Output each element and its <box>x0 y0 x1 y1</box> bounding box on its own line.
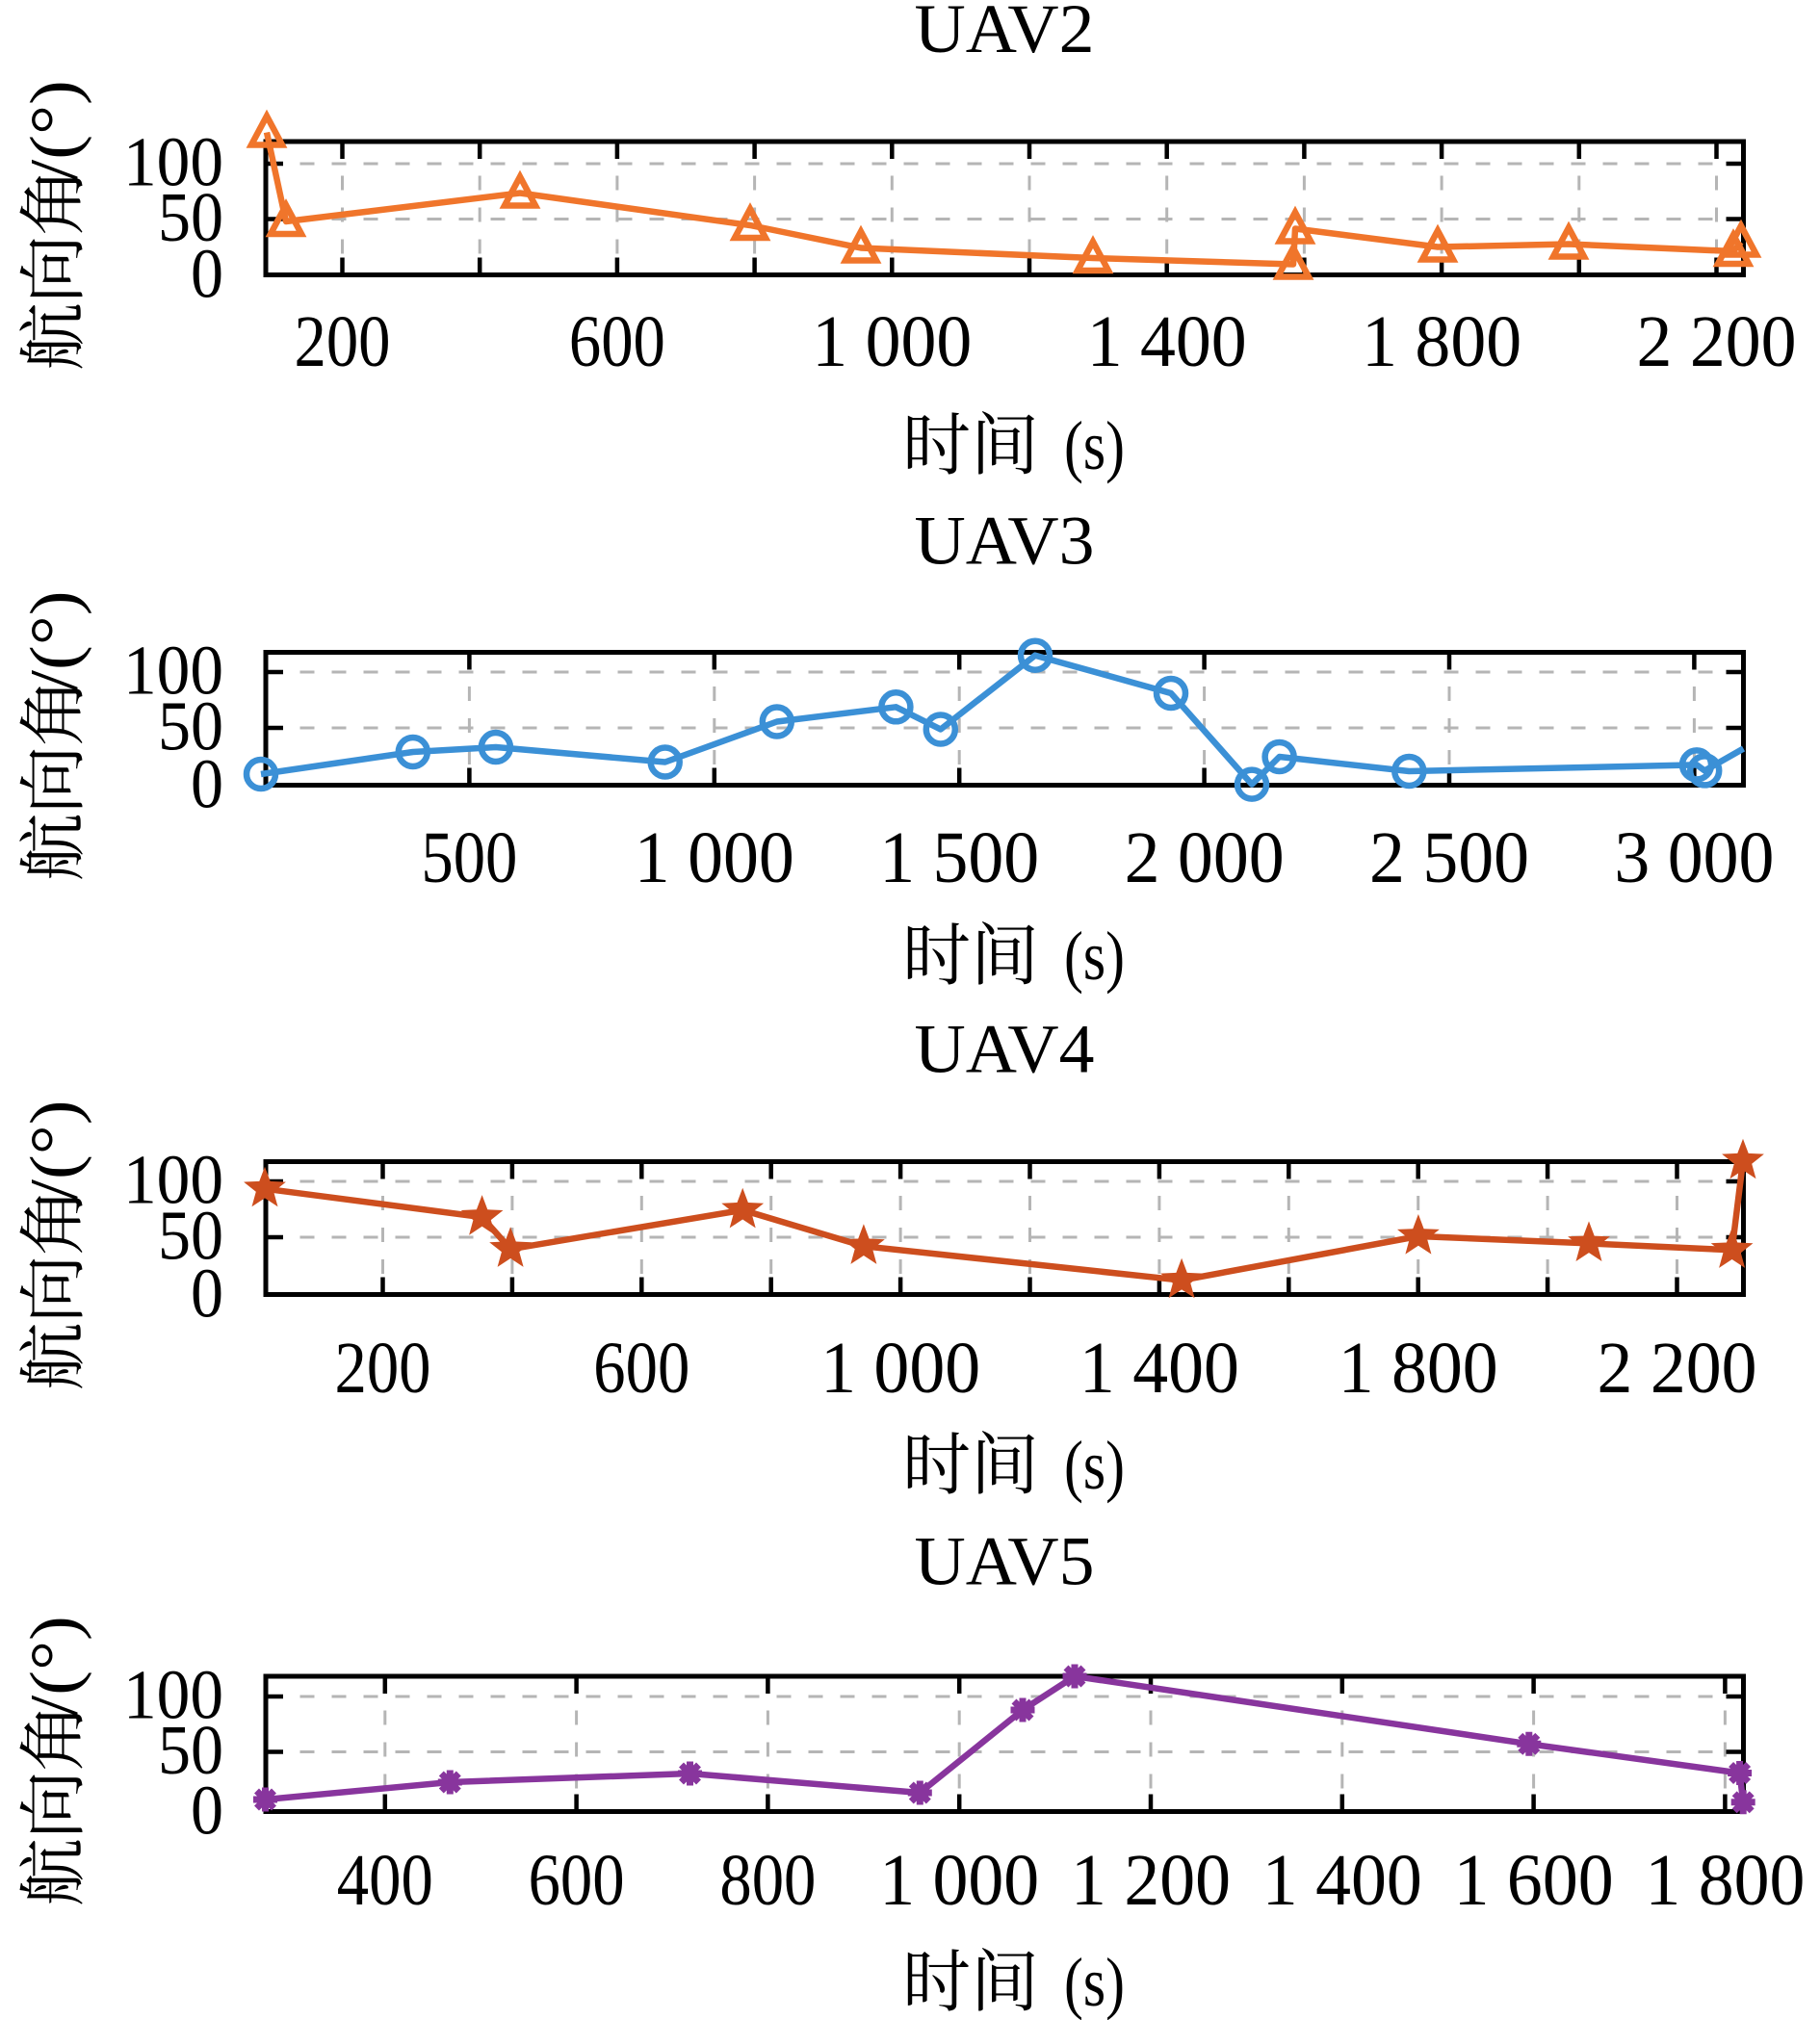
svg-text:100: 100 <box>123 1141 223 1219</box>
svg-text:400: 400 <box>337 1840 433 1921</box>
svg-text:800: 800 <box>719 1840 816 1921</box>
svg-text:200: 200 <box>295 301 391 382</box>
svg-text:2 200: 2 200 <box>1598 1328 1757 1409</box>
svg-text:1 800: 1 800 <box>1362 301 1521 382</box>
svg-text:50: 50 <box>158 1711 223 1789</box>
svg-text:UAV2: UAV2 <box>915 0 1095 67</box>
svg-text:1 000: 1 000 <box>879 1840 1039 1921</box>
svg-text:1 000: 1 000 <box>635 817 794 898</box>
svg-text:3 000: 3 000 <box>1614 817 1774 898</box>
svg-text:2 200: 2 200 <box>1637 301 1797 382</box>
svg-text:100: 100 <box>123 123 223 201</box>
svg-text:0: 0 <box>191 1255 223 1333</box>
svg-text:2 500: 2 500 <box>1369 817 1529 898</box>
svg-text:600: 600 <box>569 301 665 382</box>
svg-text:UAV5: UAV5 <box>915 1523 1095 1600</box>
svg-text:1 800: 1 800 <box>1339 1328 1498 1409</box>
svg-text:1 600: 1 600 <box>1454 1840 1614 1921</box>
svg-text:UAV3: UAV3 <box>915 503 1095 580</box>
svg-text:200: 200 <box>335 1328 431 1409</box>
svg-text:50: 50 <box>158 178 223 256</box>
svg-text:0: 0 <box>191 235 223 313</box>
svg-text:1 400: 1 400 <box>1087 301 1247 382</box>
svg-text:1 000: 1 000 <box>812 301 972 382</box>
svg-text:600: 600 <box>529 1840 625 1921</box>
svg-text:100: 100 <box>123 632 223 710</box>
svg-text:1 500: 1 500 <box>879 817 1039 898</box>
svg-text:0: 0 <box>191 1772 223 1850</box>
svg-text:2 000: 2 000 <box>1125 817 1285 898</box>
svg-text:100: 100 <box>123 1656 223 1734</box>
svg-text:50: 50 <box>158 1197 223 1275</box>
svg-text:1 400: 1 400 <box>1079 1328 1239 1409</box>
svg-text:1 000: 1 000 <box>820 1328 980 1409</box>
svg-text:UAV4: UAV4 <box>915 1011 1095 1088</box>
svg-text:1 800: 1 800 <box>1645 1840 1805 1921</box>
svg-text:0: 0 <box>191 745 223 823</box>
svg-text:500: 500 <box>421 817 517 898</box>
svg-text:600: 600 <box>593 1328 689 1409</box>
svg-text:1 400: 1 400 <box>1262 1840 1422 1921</box>
svg-text:50: 50 <box>158 687 223 765</box>
svg-text:1 200: 1 200 <box>1071 1840 1231 1921</box>
